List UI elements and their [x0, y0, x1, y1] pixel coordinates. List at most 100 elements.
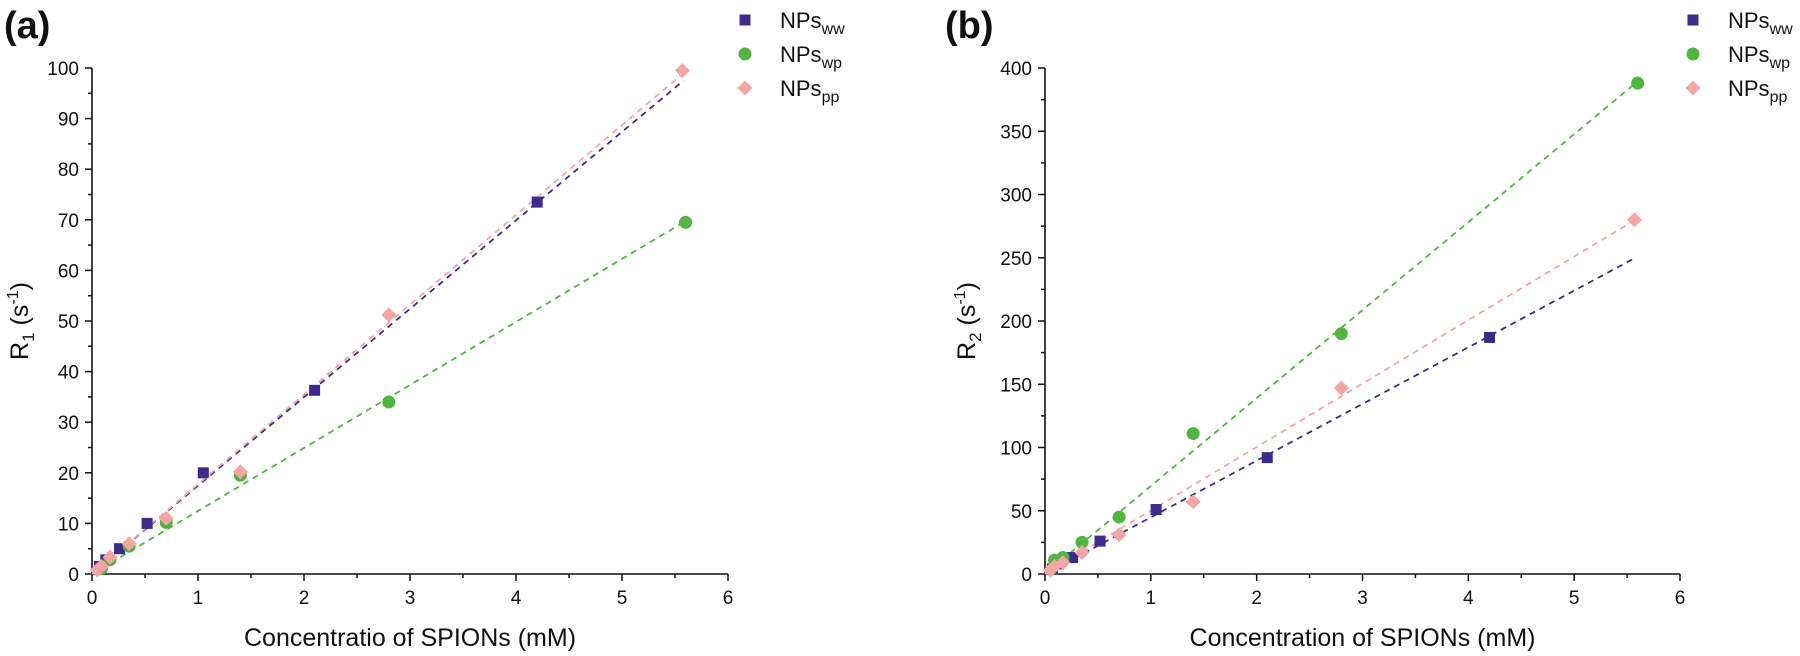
- x-axis-title: Concentratio of SPIONs (mM): [244, 624, 576, 652]
- fit-line-pp: [1044, 219, 1637, 575]
- chart-panel-a: (a)0 1 2 3 4 5 60102030405060708090100Concentr…: [4, 5, 845, 652]
- y-tick-label: 20: [58, 464, 79, 485]
- x-tick-label: 3: [405, 588, 416, 609]
- legend-label-ww: NPsww: [1728, 8, 1793, 38]
- y-title-superscript: -1: [5, 290, 22, 304]
- data-point-ww: [197, 467, 209, 479]
- y-axis-title: R2 (s-1): [952, 282, 985, 360]
- data-point-pp: [121, 536, 137, 552]
- data-point-ww: [1094, 535, 1106, 547]
- data-point-wp: [382, 395, 396, 409]
- x-axis-title: Concentration of SPIONs (mM): [1190, 624, 1536, 652]
- legend-label-subscript: ww: [821, 21, 846, 38]
- legend-label-subscript: pp: [822, 89, 840, 106]
- legend-label-main: NPs: [1728, 76, 1770, 101]
- legend-label-subscript: pp: [1770, 89, 1788, 106]
- data-point-pp: [674, 63, 690, 79]
- data-point-pp: [158, 510, 174, 526]
- data-point-pp: [232, 464, 248, 480]
- data-point-pp: [1185, 494, 1201, 510]
- legend-label-pp: NPspp: [780, 76, 839, 106]
- panel-label: (b): [945, 5, 994, 47]
- y-tick-label: 30: [58, 413, 79, 434]
- x-tick-label: 0: [87, 588, 98, 609]
- y-axis-title: R1 (s-1): [5, 282, 38, 360]
- x-tick-label: 0: [1040, 588, 1051, 609]
- data-point-wp: [1186, 427, 1200, 441]
- data-point-pp: [1626, 212, 1642, 228]
- fit-line-pp: [91, 72, 685, 575]
- data-point-wp: [1075, 535, 1089, 549]
- x-tick-label: 1: [1146, 588, 1157, 609]
- x-tick-label: 6: [1675, 588, 1686, 609]
- legend-label-subscript: wp: [821, 55, 843, 72]
- y-tick-label: 80: [58, 160, 79, 181]
- x-tick-label: 5: [617, 588, 628, 609]
- data-point-ww: [1150, 503, 1162, 515]
- data-point-pp: [1055, 555, 1071, 571]
- y-title-unit-close: ): [6, 282, 34, 290]
- x-tick-label: 6: [723, 588, 734, 609]
- legend-label-main: NPs: [1728, 42, 1770, 67]
- fit-line-ww: [91, 79, 685, 575]
- x-tick-label: 5: [1569, 588, 1580, 609]
- panel-label: (a): [4, 5, 50, 47]
- legend-marker-wp: [738, 47, 752, 61]
- legend-label-main: NPs: [780, 8, 822, 33]
- data-point-ww: [1484, 331, 1495, 343]
- fit-line-wp: [1044, 82, 1637, 575]
- legend-marker-ww: [1687, 14, 1699, 26]
- legend-label-subscript: wp: [1769, 55, 1791, 72]
- y-title-subscript: 1: [19, 332, 38, 341]
- y-title-unit: (s: [6, 305, 34, 333]
- legend-label-wp: NPswp: [780, 42, 842, 72]
- y-tick-label: 40: [58, 363, 79, 384]
- data-point-pp: [102, 549, 118, 565]
- x-tick-label: 2: [299, 588, 310, 609]
- y-tick-label: 0: [1021, 565, 1032, 586]
- y-tick-label: 100: [1000, 439, 1032, 460]
- legend-label-ww: NPsww: [780, 8, 845, 38]
- x-tick-label: 4: [1463, 588, 1474, 609]
- y-tick-label: 0: [68, 565, 79, 586]
- y-tick-label: 300: [1000, 186, 1032, 207]
- legend-label-main: NPs: [780, 76, 822, 101]
- data-point-pp: [1111, 527, 1127, 543]
- y-tick-label: 70: [58, 211, 79, 232]
- y-tick-label: 100: [47, 59, 79, 80]
- y-title-subscript: 2: [966, 332, 985, 341]
- y-tick-label: 10: [58, 514, 79, 535]
- series-pp: [1042, 212, 1642, 578]
- legend-marker-pp: [1685, 80, 1701, 96]
- data-point-ww: [309, 384, 321, 396]
- y-title-main: R: [953, 342, 981, 360]
- data-point-wp: [1112, 510, 1126, 524]
- y-tick-label: 350: [1000, 122, 1032, 143]
- y-tick-label: 50: [58, 312, 79, 333]
- y-title-main: R: [6, 342, 34, 360]
- data-point-wp: [1631, 76, 1645, 90]
- y-title-unit-close: ): [953, 282, 981, 290]
- y-title-unit: (s: [953, 305, 981, 333]
- data-point-wp: [1334, 327, 1348, 341]
- legend-marker-pp: [737, 80, 753, 96]
- data-point-pp: [94, 558, 110, 574]
- x-tick-label: 3: [1357, 588, 1368, 609]
- y-tick-label: 200: [1000, 312, 1032, 333]
- legend-label-main: NPs: [1728, 8, 1770, 33]
- data-point-pp: [1074, 544, 1090, 560]
- legend-label-pp: NPspp: [1728, 76, 1787, 106]
- y-tick-label: 150: [1000, 375, 1032, 396]
- x-tick-label: 1: [193, 588, 204, 609]
- data-point-ww: [1067, 552, 1079, 564]
- data-point-ww: [141, 517, 153, 529]
- legend-marker-ww: [739, 14, 751, 26]
- data-point-ww: [1261, 452, 1273, 464]
- data-point-ww: [114, 543, 126, 555]
- y-tick-label: 90: [58, 110, 79, 131]
- x-tick-label: 4: [511, 588, 522, 609]
- y-tick-label: 250: [1000, 249, 1032, 270]
